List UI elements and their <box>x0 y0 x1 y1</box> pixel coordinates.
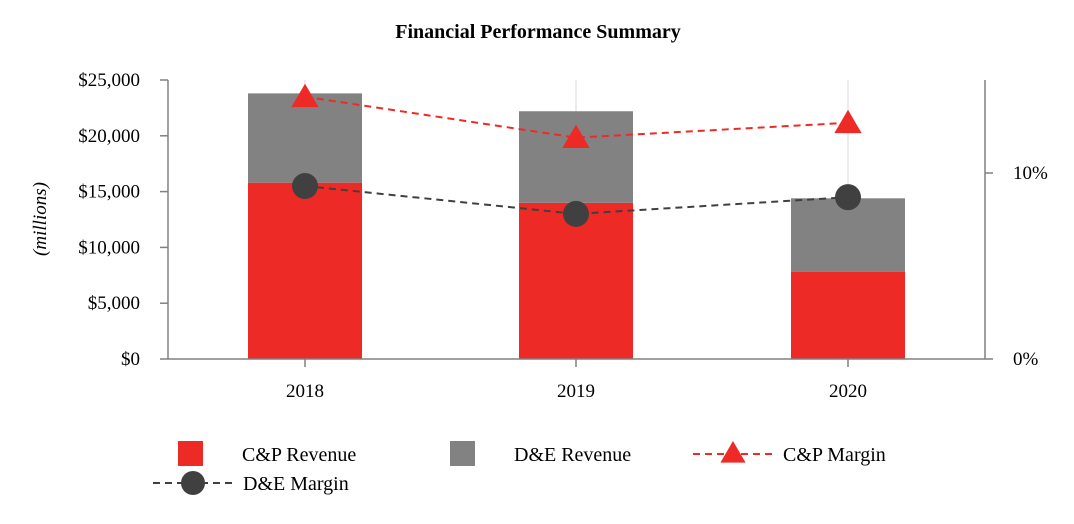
bar-series <box>248 93 905 359</box>
line-series <box>291 83 862 227</box>
legend-swatch-de-revenue <box>450 441 475 466</box>
marker-cp-margin-2018 <box>291 83 319 108</box>
legend-item-cp-revenue: C&P Revenue <box>178 441 356 466</box>
marker-cp-margin-2019 <box>562 124 590 149</box>
bar-de-revenue-2018 <box>248 93 362 183</box>
legend-label-de-revenue: D&E Revenue <box>514 444 631 466</box>
legend-marker-de-margin <box>181 471 205 495</box>
marker-de-margin-2019 <box>563 200 589 227</box>
y-tick-label: $25,000 <box>78 70 140 91</box>
line-de-margin <box>304 185 849 215</box>
marker-cp-margin-2020 <box>834 109 862 134</box>
legend-item-de-margin: D&E Margin <box>153 471 349 495</box>
x-tick-label: 2020 <box>829 381 867 402</box>
y-axis-label: (millions) <box>30 182 51 256</box>
bar-cp-revenue-2018 <box>248 182 362 359</box>
legend-label-de-margin: D&E Margin <box>243 473 349 495</box>
y-tick-label: $5,000 <box>88 293 140 314</box>
legend-marker-cp-margin <box>720 441 746 463</box>
x-tick-label: 2019 <box>557 381 595 402</box>
legend-swatch-cp-revenue <box>178 441 203 466</box>
legend-label-cp-revenue: C&P Revenue <box>242 444 356 466</box>
legend-item-cp-margin: C&P Margin <box>693 441 886 466</box>
bar-cp-revenue-2020 <box>791 271 905 359</box>
marker-de-margin-2018 <box>292 173 318 200</box>
y-tick-label: $0 <box>121 349 140 370</box>
legend-label-cp-margin: C&P Margin <box>783 444 886 466</box>
chart-title: Financial Performance Summary <box>395 21 681 43</box>
x-tick-label: 2018 <box>286 381 324 402</box>
bar-de-revenue-2020 <box>791 198 905 272</box>
axes: $0 $5,000 $10,000 $15,000 $20,000 $25,000 0% 10… <box>78 70 1048 402</box>
marker-de-margin-2020 <box>835 184 861 211</box>
y-tick-label: $10,000 <box>78 237 140 258</box>
legend-item-de-revenue: D&E Revenue <box>450 441 631 466</box>
y2-tick-label: 0% <box>1013 349 1039 370</box>
legend: C&P Revenue D&E Revenue C&P Margin D&E Marg… <box>153 441 886 495</box>
y-tick-label: $15,000 <box>78 182 140 203</box>
y2-tick-label: 10% <box>1013 163 1048 184</box>
y-tick-label: $20,000 <box>78 126 140 147</box>
bar-cp-revenue-2019 <box>519 202 633 359</box>
